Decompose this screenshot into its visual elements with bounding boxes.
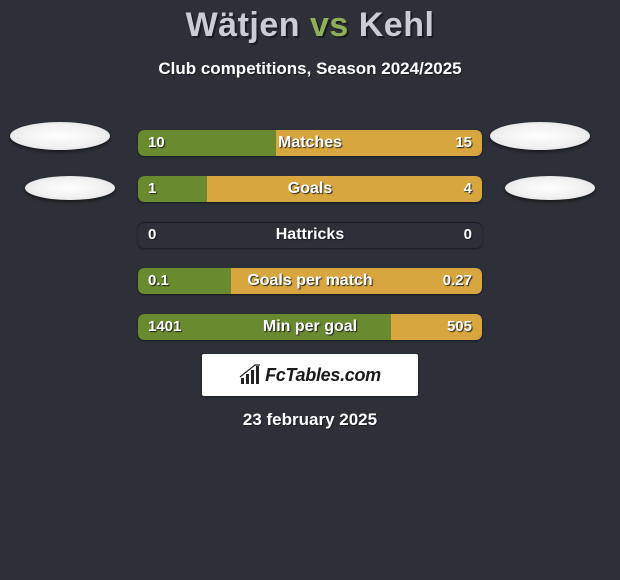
bar-right <box>207 176 482 202</box>
stat-value-right: 15 <box>455 130 472 156</box>
left-club-badge <box>25 176 115 200</box>
stat-value-right: 505 <box>447 314 472 340</box>
page-title: Wätjen vs Kehl <box>0 0 620 45</box>
title-left-player: Wätjen <box>186 6 300 44</box>
stat-row: Goals per match0.10.27 <box>0 258 620 304</box>
bar-track <box>138 314 482 340</box>
stat-value-left: 0.1 <box>148 268 169 294</box>
title-vs: vs <box>310 6 349 44</box>
stats-rows: Matches1015Goals14Hattricks00Goals per m… <box>0 120 620 350</box>
bar-track <box>138 268 482 294</box>
stat-value-right: 0 <box>464 222 472 248</box>
stat-row: Hattricks00 <box>0 212 620 258</box>
bar-chart-icon <box>239 364 261 386</box>
stat-value-left: 1401 <box>148 314 181 340</box>
right-club-badge <box>505 176 595 200</box>
right-club-badge <box>490 122 590 150</box>
stat-value-right: 4 <box>464 176 472 202</box>
comparison-page: Wätjen vs Kehl Club competitions, Season… <box>0 0 620 580</box>
logo-text: FcTables.com <box>265 365 381 386</box>
stat-value-right: 0.27 <box>443 268 472 294</box>
page-subtitle: Club competitions, Season 2024/2025 <box>0 59 620 79</box>
stat-value-left: 1 <box>148 176 156 202</box>
stat-row: Min per goal1401505 <box>0 304 620 350</box>
stat-value-left: 10 <box>148 130 165 156</box>
left-club-badge <box>10 122 110 150</box>
bar-right <box>276 130 482 156</box>
bar-track <box>138 176 482 202</box>
bar-track <box>138 222 482 248</box>
stat-value-left: 0 <box>148 222 156 248</box>
bar-track <box>138 130 482 156</box>
comparison-date: 23 february 2025 <box>0 410 620 430</box>
site-logo[interactable]: FcTables.com <box>202 354 418 396</box>
title-right-player: Kehl <box>359 6 435 44</box>
